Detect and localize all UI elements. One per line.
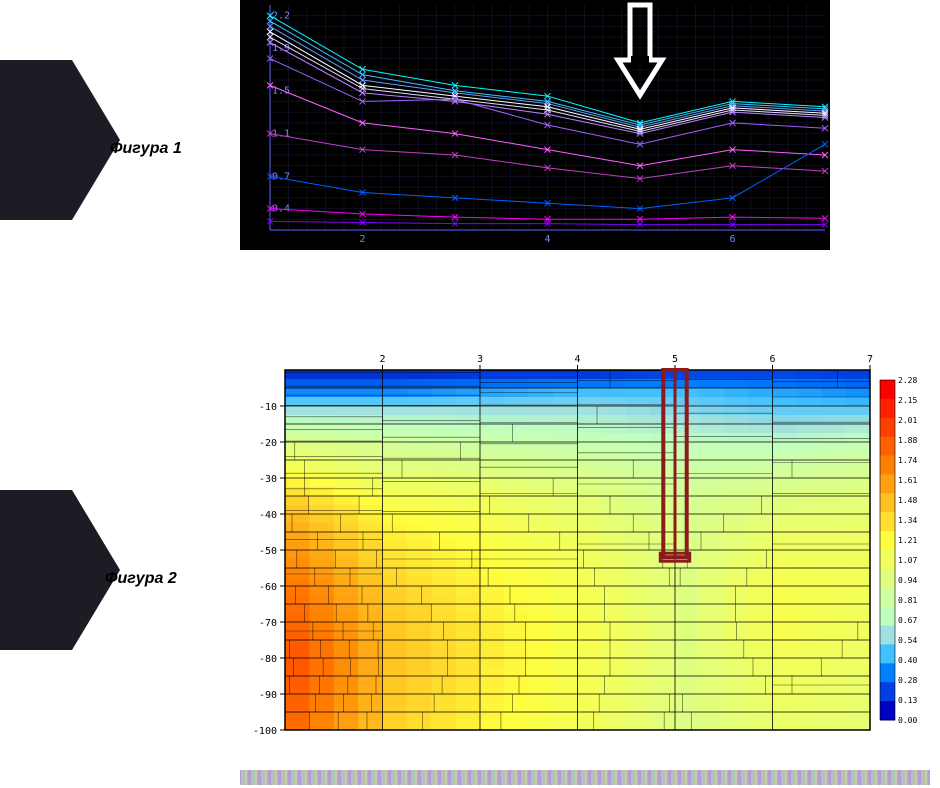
svg-text:1.88: 1.88: [898, 436, 917, 445]
svg-text:0.67: 0.67: [898, 616, 917, 625]
svg-text:-30: -30: [259, 474, 277, 485]
svg-text:1.07: 1.07: [898, 556, 917, 565]
svg-text:0.40: 0.40: [898, 656, 917, 665]
svg-text:5: 5: [672, 354, 678, 365]
svg-text:3: 3: [477, 354, 483, 365]
svg-text:2.28: 2.28: [898, 376, 917, 385]
svg-text:0.81: 0.81: [898, 596, 917, 605]
svg-text:-70: -70: [259, 618, 277, 629]
svg-text:4: 4: [544, 234, 550, 245]
svg-text:2.15: 2.15: [898, 396, 917, 405]
figure1-line-chart: 0.40.71.11.51.92.2246: [240, 0, 830, 250]
svg-text:-60: -60: [259, 582, 277, 593]
svg-text:6: 6: [769, 354, 775, 365]
svg-text:-40: -40: [259, 510, 277, 521]
noise-strip: [240, 770, 930, 785]
svg-text:1.34: 1.34: [898, 516, 917, 525]
arrow-shape: [0, 60, 120, 220]
svg-text:0.94: 0.94: [898, 576, 917, 585]
svg-text:1.21: 1.21: [898, 536, 917, 545]
arrow-shape: [0, 490, 120, 650]
svg-text:-100: -100: [253, 726, 277, 737]
svg-text:-90: -90: [259, 690, 277, 701]
figure2-heatmap: 2 3 4 5 6 7 -10 -20 -30 -40 -50 -60 -70 -80 -90 -100 2.2…: [240, 350, 930, 740]
svg-text:0.54: 0.54: [898, 636, 917, 645]
svg-text:4: 4: [574, 354, 580, 365]
svg-text:1.74: 1.74: [898, 456, 917, 465]
figure2-label: Фигура 2: [105, 570, 177, 588]
svg-text:2.2: 2.2: [272, 11, 290, 22]
svg-text:0.13: 0.13: [898, 696, 917, 705]
svg-text:2: 2: [379, 354, 385, 365]
svg-text:0.00: 0.00: [898, 716, 917, 725]
svg-text:1.48: 1.48: [898, 496, 917, 505]
svg-text:7: 7: [867, 354, 873, 365]
figure1-badge: [0, 60, 120, 220]
svg-text:1.61: 1.61: [898, 476, 917, 485]
figure2-badge: [0, 490, 120, 650]
figure1-label: Фигура 1: [110, 140, 182, 158]
svg-text:-80: -80: [259, 654, 277, 665]
svg-text:2: 2: [359, 234, 365, 245]
svg-text:-10: -10: [259, 402, 277, 413]
svg-text:0.28: 0.28: [898, 676, 917, 685]
svg-text:6: 6: [729, 234, 735, 245]
svg-text:-20: -20: [259, 438, 277, 449]
svg-text:-50: -50: [259, 546, 277, 557]
svg-text:2.01: 2.01: [898, 416, 917, 425]
